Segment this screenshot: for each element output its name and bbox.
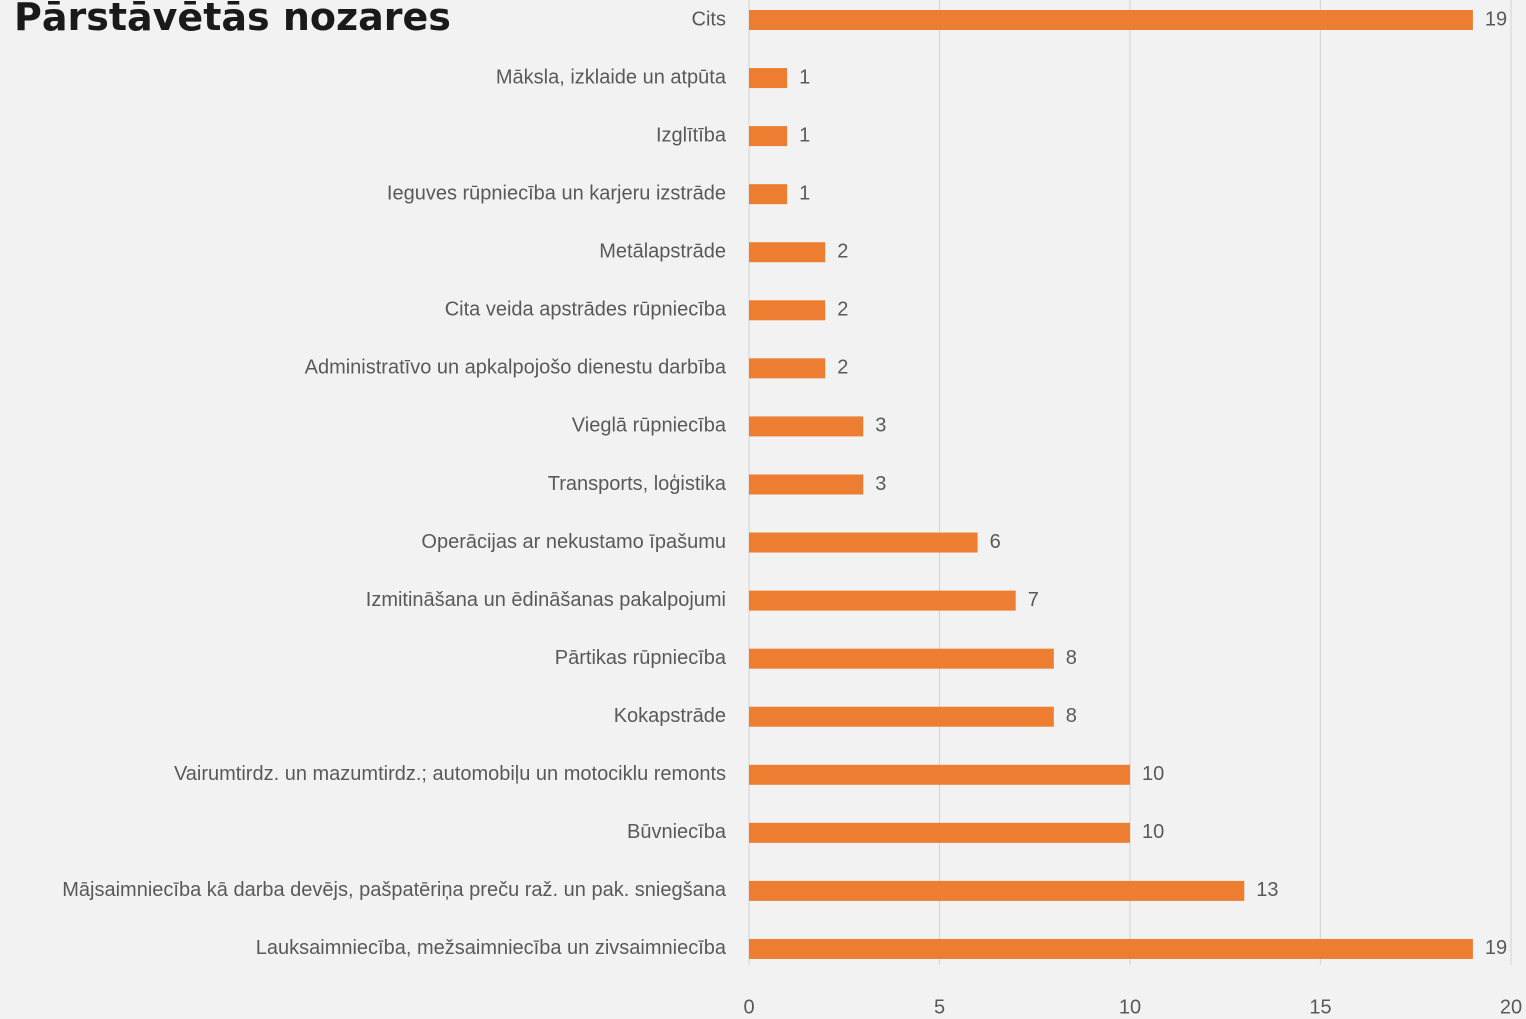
y-tick-label: Administratīvo un apkalpojošo dienestu d… [305,357,727,379]
y-tick-label: Mājsaimniecība kā darba devējs, pašpatēr… [62,879,727,901]
value-label: 1 [799,124,810,146]
y-tick-label: Transports, loģistika [548,473,727,495]
bar [749,590,1016,611]
value-label: 6 [990,531,1001,553]
y-tick-label: Vieglā rūpniecība [572,415,727,437]
x-tick-label: 0 [743,996,754,1018]
bar [749,416,864,437]
y-tick-label: Lauksaimniecība, mežsaimniecība un zivsa… [256,937,727,959]
y-tick-label: Metālapstrāde [599,241,726,263]
bar [749,880,1245,901]
bar [749,184,788,205]
value-label: 8 [1066,705,1077,727]
x-tick-label: 20 [1500,996,1522,1018]
bar [749,300,826,321]
y-tick-label: Māksla, izklaide un atpūta [496,66,727,88]
bar [749,474,864,495]
value-label: 1 [799,182,810,204]
bar [749,10,1473,30]
y-tick-label: Cits [692,8,726,30]
value-label: 19 [1485,8,1507,30]
value-label: 2 [837,299,848,321]
value-label: 1 [799,66,810,88]
bar [749,358,826,379]
chart-title: Pārstāvētās nozares [14,0,451,39]
value-label: 7 [1028,589,1039,611]
bar [749,706,1054,727]
y-tick-label: Operācijas ar nekustamo īpašumu [421,531,726,553]
bar [749,242,826,263]
bar [749,764,1130,785]
y-tick-label: Vairumtirdz. un mazumtirdz.; automobiļu … [174,763,726,785]
y-tick-label: Ieguves rūpniecība un karjeru izstrāde [387,182,726,204]
bar [749,126,788,147]
y-tick-label: Cita veida apstrādes rūpniecība [445,299,727,321]
value-label: 3 [875,473,886,495]
y-tick-label: Pārtikas rūpniecība [555,647,727,669]
y-tick-label: Būvniecība [627,821,727,843]
bar [749,532,978,553]
value-label: 2 [837,357,848,379]
x-tick-label: 5 [934,996,945,1018]
y-tick-label: Izmitināšana un ēdināšanas pakalpojumi [366,589,726,611]
x-tick-label: 10 [1119,996,1141,1018]
y-tick-label: Izglītība [656,124,727,146]
value-label: 10 [1142,763,1164,785]
bar [749,648,1054,669]
value-label: 10 [1142,821,1164,843]
bar [749,822,1130,843]
value-label: 3 [875,415,886,437]
x-tick-label: 15 [1309,996,1331,1018]
value-label: 19 [1485,937,1507,959]
bar [749,938,1473,959]
bar [749,68,788,89]
value-label: 8 [1066,647,1077,669]
value-label: 2 [837,241,848,263]
y-tick-label: Kokapstrāde [614,705,726,727]
value-label: 13 [1256,879,1278,901]
